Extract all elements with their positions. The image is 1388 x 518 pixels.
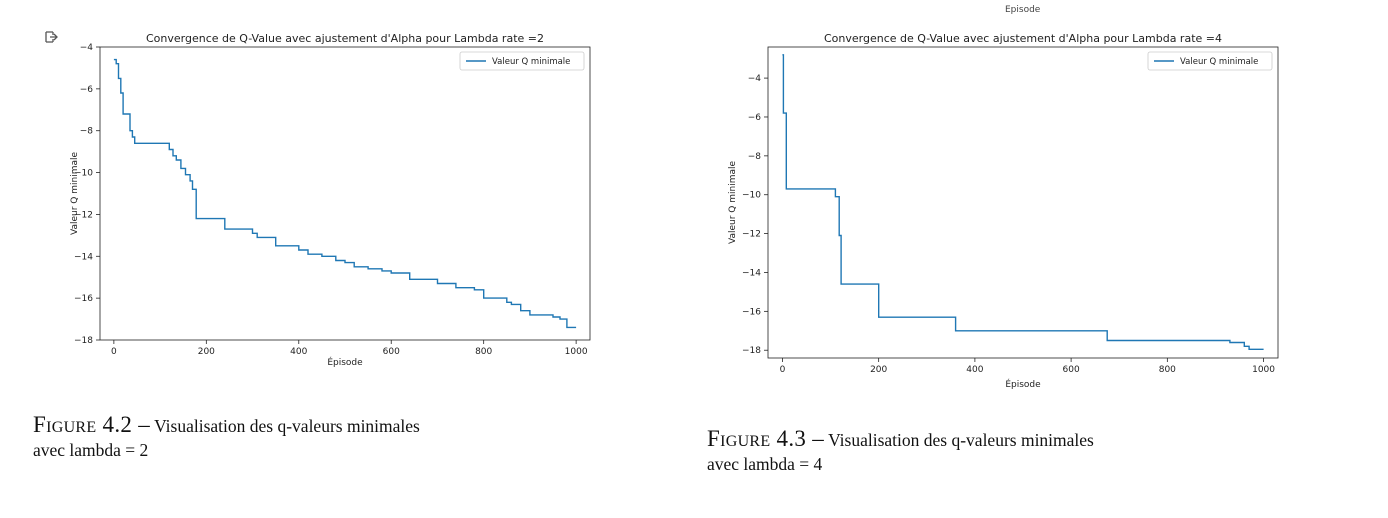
figure-caption-4-3: Figure 4.3 – Visualisation des q-valeurs… [707,426,1094,475]
caption-text-line2: avec lambda = 4 [707,454,823,474]
y-tick-label: −4 [80,43,94,53]
y-tick-label: −6 [748,113,762,123]
x-tick-label: 1000 [1252,365,1275,375]
x-tick-label: 0 [111,347,117,357]
x-axis-label: Épisode [1005,378,1041,390]
export-icon[interactable] [44,30,58,44]
legend-box [459,51,585,71]
caption-text: Visualisation des q-valeurs minimales [154,416,420,436]
y-tick-label: −14 [74,252,93,262]
plot-frame [767,46,1279,359]
x-axis-label: Épisode [327,356,363,368]
y-tick-label: −18 [74,336,93,346]
x-tick-label: 200 [198,347,215,357]
x-tick-label: 800 [1159,365,1176,375]
y-tick-label: −10 [742,191,761,201]
x-tick-label: 0 [780,365,786,375]
figure-caption-4-2: Figure 4.2 – Visualisation des q-valeurs… [33,412,420,461]
chart-lambda-4: Convergence de Q-Value avec ajustement d… [728,32,1279,390]
figure-label: Figure 4.3 – [707,426,825,451]
figure-label: Figure 4.2 – [33,412,151,437]
x-tick-label: 600 [383,347,400,357]
y-axis-label: Valeur Q minimale [728,161,738,244]
y-tick-label: −16 [74,294,93,304]
y-tick-label: −10 [74,169,93,179]
y-tick-label: −4 [748,74,762,84]
series-line [782,54,1264,350]
x-tick-label: 400 [290,347,307,357]
clipped-top-label: Episode [1005,5,1041,15]
y-tick-label: −12 [742,230,761,240]
y-tick-label: −18 [742,346,761,356]
y-tick-label: −8 [748,152,762,162]
chart-title: Convergence de Q-Value avec ajustement d… [824,32,1222,45]
y-tick-label: −6 [80,85,94,95]
y-tick-label: −12 [74,210,93,220]
y-tick-label: −8 [80,127,94,137]
x-tick-label: 200 [870,365,887,375]
legend-label: Valeur Q minimale [492,57,570,67]
plot-frame [99,46,591,341]
caption-text: Visualisation des q-valeurs minimales [828,430,1094,450]
x-tick-label: 800 [475,347,492,357]
y-axis-label: Valeur Q minimale [70,152,80,235]
legend-box [1147,51,1273,71]
series-line [113,58,577,329]
y-tick-label: −16 [742,307,761,317]
x-tick-label: 400 [966,365,983,375]
chart-title: Convergence de Q-Value avec ajustement d… [146,32,544,45]
y-tick-label: −14 [742,268,761,278]
x-tick-label: 1000 [565,347,588,357]
chart-lambda-2: Convergence de Q-Value avec ajustement d… [70,32,591,368]
legend-label: Valeur Q minimale [1180,57,1258,67]
caption-text-line2: avec lambda = 2 [33,440,149,460]
x-tick-label: 600 [1063,365,1080,375]
